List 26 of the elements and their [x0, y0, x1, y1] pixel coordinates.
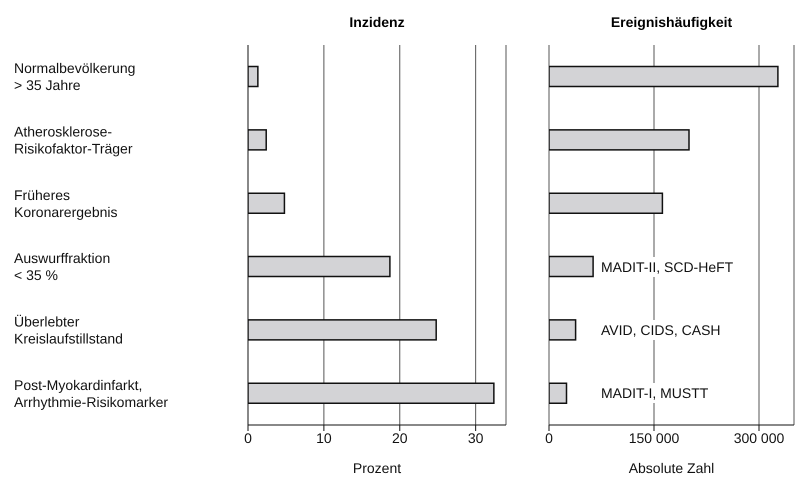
y-tick-label: Normalbevölkerung > 35 Jahre	[14, 60, 136, 94]
y-tick-label: Überlebter Kreislaufstillstand	[14, 314, 123, 346]
x-axis-title: Prozent	[352, 460, 402, 476]
x-tick-label: 20	[392, 430, 408, 446]
annotation: AVID, CIDS, CASH	[599, 320, 723, 340]
bar	[549, 66, 779, 88]
x-tick-label: 30	[468, 430, 484, 446]
bar	[549, 382, 568, 404]
bar	[549, 129, 690, 151]
x-axis-title: Absolute Zahl	[628, 460, 714, 476]
y-tick-label: Atherosklerose- Risikofaktor-Träger	[14, 124, 133, 156]
chart-title: Inzidenz	[348, 14, 406, 30]
y-tick-label: Auswurffraktion < 35 %	[14, 250, 110, 284]
bar	[549, 256, 594, 278]
annotation: MADIT-II, SCD-HeFT	[599, 256, 736, 277]
chart-title: Ereignishäufigkeit	[610, 14, 734, 30]
y-tick-label: Früheres Koronarergebnis	[14, 186, 118, 220]
x-tick-label: 0	[545, 430, 554, 446]
annotation: MADIT-I, MUSTT	[599, 383, 710, 404]
x-tick-label: 300 000	[734, 430, 785, 446]
x-tick-label: 150 000	[628, 430, 680, 446]
bar	[549, 192, 664, 214]
x-tick-label: 0	[244, 430, 252, 446]
x-tick-label: 10	[316, 430, 332, 446]
bar	[549, 319, 576, 341]
y-tick-label: Post-Myokardinfarkt, Arrhythmie-Risikomarker	[14, 376, 168, 410]
